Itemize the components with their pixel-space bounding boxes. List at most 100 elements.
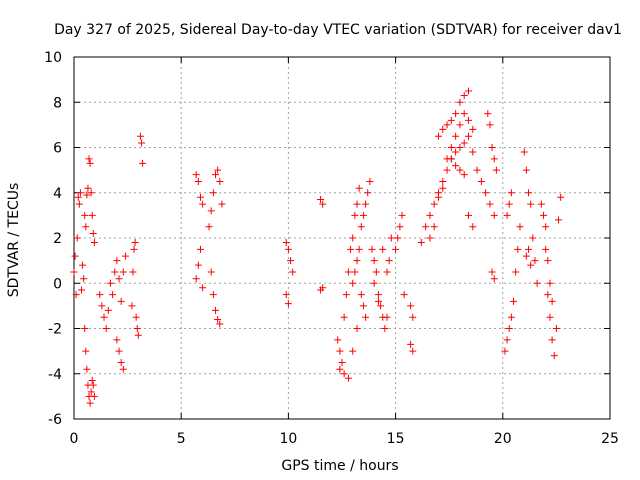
data-point bbox=[544, 291, 552, 299]
data-point bbox=[426, 234, 434, 242]
data-point bbox=[351, 268, 359, 276]
data-point bbox=[75, 200, 83, 208]
data-point bbox=[130, 245, 138, 253]
data-point bbox=[86, 399, 94, 407]
data-point bbox=[505, 325, 513, 332]
data-point bbox=[284, 300, 292, 308]
data-point bbox=[88, 377, 96, 385]
data-point bbox=[492, 166, 500, 174]
data-point bbox=[542, 223, 550, 231]
data-point bbox=[464, 211, 472, 219]
data-point bbox=[540, 211, 548, 219]
data-point bbox=[344, 374, 352, 382]
data-point bbox=[452, 110, 460, 118]
data-point bbox=[349, 279, 357, 287]
data-point bbox=[522, 252, 530, 260]
data-point bbox=[192, 275, 200, 283]
data-point bbox=[379, 245, 387, 253]
data-point bbox=[400, 291, 408, 299]
data-point bbox=[334, 336, 342, 344]
data-point bbox=[469, 223, 477, 231]
data-point bbox=[362, 313, 370, 321]
data-point bbox=[482, 189, 490, 197]
x-axis-tick-labels: 0 5 10 15 20 25 bbox=[70, 431, 619, 447]
data-point bbox=[81, 211, 89, 219]
data-point bbox=[477, 177, 485, 185]
data-point bbox=[84, 184, 92, 192]
data-point bbox=[544, 257, 552, 265]
data-point bbox=[490, 155, 498, 163]
x-tick-label: 10 bbox=[279, 431, 297, 447]
data-point bbox=[336, 365, 344, 373]
data-point bbox=[79, 261, 87, 269]
data-point bbox=[342, 291, 350, 299]
data-point bbox=[383, 313, 391, 321]
y-tick-label: 6 bbox=[53, 141, 62, 157]
data-point bbox=[469, 125, 477, 133]
data-point bbox=[218, 200, 226, 208]
data-point bbox=[113, 257, 121, 265]
data-point bbox=[514, 245, 522, 253]
data-point bbox=[456, 144, 464, 151]
data-point bbox=[117, 297, 125, 305]
data-point bbox=[527, 200, 535, 208]
data-point bbox=[109, 291, 117, 299]
data-point bbox=[344, 268, 352, 276]
data-point bbox=[464, 132, 472, 140]
data-point bbox=[488, 144, 496, 151]
data-point bbox=[102, 325, 110, 332]
data-point bbox=[548, 297, 556, 305]
data-point bbox=[117, 358, 125, 366]
data-point bbox=[81, 325, 89, 332]
data-point bbox=[139, 159, 147, 167]
data-point bbox=[207, 268, 215, 276]
data-point bbox=[209, 291, 217, 299]
data-point bbox=[104, 306, 112, 314]
data-point bbox=[115, 347, 123, 355]
data-point bbox=[381, 325, 389, 332]
data-point bbox=[464, 116, 472, 124]
data-point bbox=[353, 325, 361, 332]
data-point bbox=[83, 191, 91, 199]
data-point bbox=[347, 245, 355, 253]
data-point bbox=[529, 234, 537, 242]
data-point bbox=[366, 177, 374, 185]
data-point bbox=[486, 200, 494, 208]
data-point bbox=[86, 159, 94, 167]
data-point bbox=[353, 257, 361, 265]
data-point bbox=[192, 171, 200, 179]
data-point bbox=[422, 223, 430, 231]
data-point bbox=[138, 139, 146, 147]
data-point bbox=[434, 193, 442, 201]
data-point bbox=[355, 184, 363, 192]
data-point bbox=[319, 200, 327, 208]
data-point bbox=[460, 110, 468, 118]
data-point bbox=[370, 279, 378, 287]
data-point bbox=[542, 245, 550, 253]
data-point bbox=[368, 245, 376, 253]
data-point bbox=[287, 257, 295, 265]
y-tick-label: -6 bbox=[48, 412, 62, 428]
x-tick-label: 0 bbox=[70, 431, 79, 447]
data-point bbox=[469, 148, 477, 156]
data-point bbox=[106, 279, 114, 287]
data-point bbox=[353, 200, 361, 208]
data-point bbox=[351, 211, 359, 219]
data-point bbox=[430, 200, 438, 208]
data-point bbox=[119, 268, 127, 276]
data-point bbox=[456, 121, 464, 129]
data-point bbox=[552, 325, 560, 332]
data-point bbox=[87, 388, 95, 396]
data-point bbox=[284, 245, 292, 253]
data-point bbox=[82, 347, 90, 355]
data-point bbox=[507, 189, 515, 197]
data-point bbox=[71, 252, 79, 260]
data-point bbox=[527, 261, 535, 269]
data-point bbox=[364, 189, 372, 197]
data-point bbox=[319, 284, 327, 292]
data-point bbox=[119, 365, 127, 373]
data-point bbox=[355, 245, 363, 253]
data-point bbox=[443, 121, 451, 129]
data-point bbox=[214, 315, 222, 323]
